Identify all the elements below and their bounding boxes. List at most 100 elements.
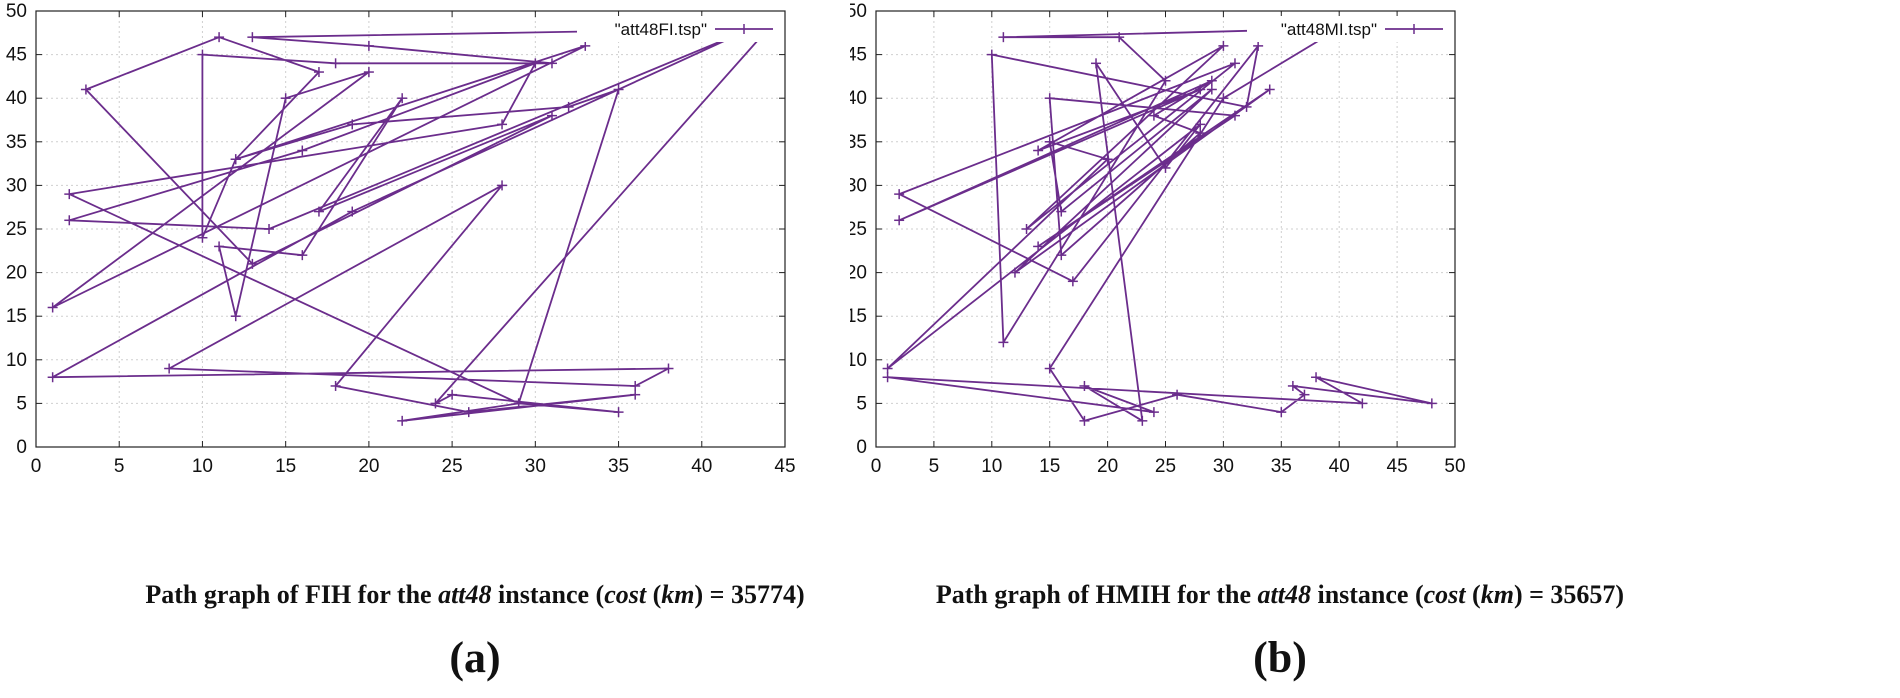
data-point xyxy=(164,363,175,374)
x-tick-label: 30 xyxy=(1213,456,1234,477)
data-point xyxy=(1264,84,1275,95)
chart-panel-b: 0 5 10 15 20 25 30 35 40 45 50 0 5 10 15 20 25 30 35 40 45 50… xyxy=(850,0,1900,698)
x-tick-label: 10 xyxy=(981,456,1002,477)
data-point xyxy=(613,84,624,95)
data-point xyxy=(1067,276,1078,287)
data-point xyxy=(1195,128,1206,139)
data-point xyxy=(1253,40,1264,51)
data-point xyxy=(463,407,474,418)
data-point xyxy=(297,145,308,156)
data-point xyxy=(1357,398,1368,409)
data-point xyxy=(64,189,75,200)
y-tick-label: 50 xyxy=(850,1,867,22)
data-point xyxy=(214,241,225,252)
data-point xyxy=(1241,101,1252,112)
x-tick-label: 30 xyxy=(525,456,546,477)
y-tick-label: 50 xyxy=(6,1,27,22)
data-point xyxy=(546,110,557,121)
y-tick-label: 10 xyxy=(6,350,27,371)
legend-b: "att48MI.tsp" xyxy=(1247,16,1453,42)
data-point xyxy=(197,232,208,243)
data-point xyxy=(882,372,893,383)
data-point xyxy=(513,398,524,409)
data-point xyxy=(1311,372,1322,383)
y-tick-label: 0 xyxy=(16,437,27,458)
data-point xyxy=(663,363,674,374)
x-tick-label: 0 xyxy=(31,456,42,477)
data-point xyxy=(1091,58,1102,69)
data-point xyxy=(1056,206,1067,217)
y-tick-label: 30 xyxy=(850,175,867,196)
data-point xyxy=(497,180,508,191)
data-point xyxy=(363,40,374,51)
data-point xyxy=(1114,32,1125,43)
data-point xyxy=(894,215,905,226)
data-point xyxy=(1160,75,1171,86)
data-point xyxy=(1299,389,1310,400)
data-point xyxy=(1137,415,1148,426)
x-tick-label: 5 xyxy=(929,456,940,477)
y-tick-label: 10 xyxy=(850,350,867,371)
x-tick-label: 35 xyxy=(608,456,629,477)
y-tick-label: 25 xyxy=(6,219,27,240)
x-tick-label: 10 xyxy=(192,456,213,477)
chart-b: 0 5 10 15 20 25 30 35 40 45 50 0 5 10 15 20 25 30 35 40 45 50… xyxy=(850,1,1466,477)
legend-label: "att48FI.tsp" xyxy=(615,20,707,39)
series-line-a xyxy=(51,27,770,422)
x-tick-label: 50 xyxy=(1444,456,1465,477)
data-point xyxy=(546,58,557,69)
data-point xyxy=(1195,84,1206,95)
data-point xyxy=(1276,407,1287,418)
data-point xyxy=(1102,154,1113,165)
data-point xyxy=(297,250,308,261)
data-point xyxy=(1206,84,1217,95)
y-tick-label: 20 xyxy=(6,263,27,284)
x-tick-label: 35 xyxy=(1271,456,1292,477)
data-point xyxy=(1426,398,1437,409)
y-tick-label: 40 xyxy=(6,88,27,109)
data-point xyxy=(397,93,408,104)
data-point xyxy=(1287,380,1298,391)
data-point xyxy=(1206,75,1217,86)
x-tick-label: 45 xyxy=(1387,456,1408,477)
data-point xyxy=(998,337,1009,348)
data-point xyxy=(1044,136,1055,147)
sublabel-b: (b) xyxy=(1253,633,1307,682)
data-point xyxy=(580,40,591,51)
data-point xyxy=(1218,40,1229,51)
data-point xyxy=(313,67,324,78)
data-point xyxy=(80,84,91,95)
x-tick-label: 0 xyxy=(871,456,882,477)
data-point xyxy=(1218,93,1229,104)
data-point xyxy=(530,58,541,69)
x-tick-label: 25 xyxy=(1155,456,1176,477)
data-point xyxy=(882,363,893,374)
data-point xyxy=(1044,363,1055,374)
data-point xyxy=(397,415,408,426)
data-point xyxy=(1160,162,1171,173)
x-tick-label: 20 xyxy=(1097,456,1118,477)
data-point xyxy=(330,58,341,69)
data-point xyxy=(998,32,1009,43)
x-tick-label: 15 xyxy=(1039,456,1060,477)
data-point xyxy=(1033,241,1044,252)
y-tick-label: 35 xyxy=(6,132,27,153)
data-point xyxy=(347,206,358,217)
data-point xyxy=(1056,250,1067,261)
y-tick-label: 5 xyxy=(856,393,867,414)
data-point xyxy=(447,389,458,400)
x-tick-label: 25 xyxy=(442,456,463,477)
sublabel-a: (a) xyxy=(449,633,501,682)
data-point xyxy=(1033,145,1044,156)
legend-label: "att48MI.tsp" xyxy=(1281,20,1377,39)
caption-b: Path graph of HMIH for the att48 instanc… xyxy=(935,580,1625,609)
data-point xyxy=(1172,389,1183,400)
data-point xyxy=(264,224,275,234)
legend-a: "att48FI.tsp" xyxy=(577,16,783,42)
data-point xyxy=(363,67,374,78)
data-point xyxy=(1148,407,1159,418)
chart-panel-a: 0 5 10 15 20 25 30 35 40 45 0 5 10 15 20 25 30 35 40 45 50 "a… xyxy=(6,1,805,682)
data-point xyxy=(347,119,358,130)
chart-a: 0 5 10 15 20 25 30 35 40 45 0 5 10 15 20 25 30 35 40 45 50 "a… xyxy=(6,1,796,477)
x-tick-label: 15 xyxy=(275,456,296,477)
